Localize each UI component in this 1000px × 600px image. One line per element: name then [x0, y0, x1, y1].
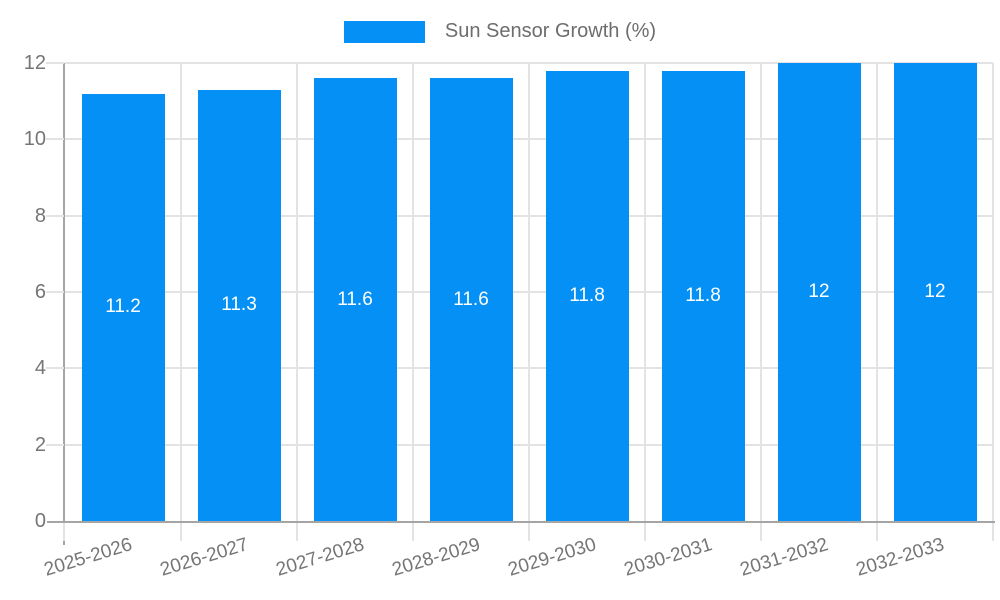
x-axis-tick-label: 2027-2028 [273, 534, 367, 581]
y-axis-tick [46, 367, 64, 370]
x-axis-tick [63, 523, 65, 541]
x-axis-tick [180, 523, 182, 541]
bar-value-label: 11.8 [569, 284, 605, 306]
x-axis-tick-label: 2030-2031 [621, 534, 715, 581]
v-gridline [760, 63, 762, 521]
y-axis-tick-label: 8 [34, 204, 46, 227]
x-axis-tick-label: 2028-2029 [389, 534, 483, 581]
x-axis-tick [528, 523, 530, 541]
legend-label: Sun Sensor Growth (%) [444, 20, 657, 42]
y-axis-tick [46, 214, 64, 217]
y-axis-tick [46, 443, 64, 446]
bar-value-label: 12 [808, 281, 830, 302]
bar-value-label: 11.8 [685, 284, 721, 306]
legend-item[interactable]: Sun Sensor Growth (%) [343, 20, 657, 43]
y-axis-tick [46, 62, 64, 64]
x-axis-tick-label: 2029-2030 [505, 534, 599, 581]
x-axis-tick [296, 523, 298, 541]
legend: Sun Sensor Growth (%) [0, 20, 1000, 43]
bar-value-label: 11.2 [105, 296, 141, 318]
x-axis-tick-label: 2026-2027 [157, 534, 251, 581]
x-axis-tick [992, 523, 994, 541]
bar-value-label: 11.6 [337, 288, 373, 310]
v-gridline [180, 63, 182, 521]
y-axis-tick-label: 2 [34, 433, 46, 456]
bar[interactable] [313, 78, 397, 521]
bar-value-label: 11.6 [453, 288, 489, 310]
bar[interactable] [777, 63, 861, 521]
v-gridline [992, 63, 994, 521]
bar-value-label: 11.3 [221, 294, 257, 316]
legend-swatch-icon [343, 20, 425, 43]
x-axis-tick [760, 523, 762, 541]
x-axis-tick [644, 523, 646, 541]
y-axis-tick-label: 12 [23, 52, 46, 74]
bar[interactable] [81, 93, 165, 521]
v-gridline [296, 63, 298, 521]
x-axis-tick-label: 2025-2026 [41, 534, 135, 581]
bar[interactable] [429, 78, 513, 521]
v-gridline [876, 63, 878, 521]
y-axis-tick-label: 4 [34, 357, 46, 380]
bar-value-label: 12 [924, 281, 946, 302]
v-gridline [644, 63, 646, 521]
bar[interactable] [661, 70, 745, 521]
y-axis-tick [46, 138, 64, 141]
x-axis-tick [412, 523, 414, 541]
v-gridline [412, 63, 414, 521]
y-axis-tick-label: 10 [23, 128, 46, 151]
v-gridline [528, 63, 530, 521]
x-axis-tick-label: 2031-2032 [737, 534, 831, 581]
y-axis-tick [46, 291, 64, 293]
x-axis-tick-label: 2032-2033 [853, 534, 947, 581]
y-axis-line [63, 63, 65, 545]
bar[interactable] [893, 63, 977, 521]
y-axis-tick-label: 0 [34, 510, 46, 532]
y-axis-tick-label: 6 [34, 281, 46, 303]
x-axis-line [47, 521, 995, 523]
x-axis-tick [876, 523, 878, 541]
bar[interactable] [197, 89, 281, 521]
bar[interactable] [545, 70, 629, 521]
